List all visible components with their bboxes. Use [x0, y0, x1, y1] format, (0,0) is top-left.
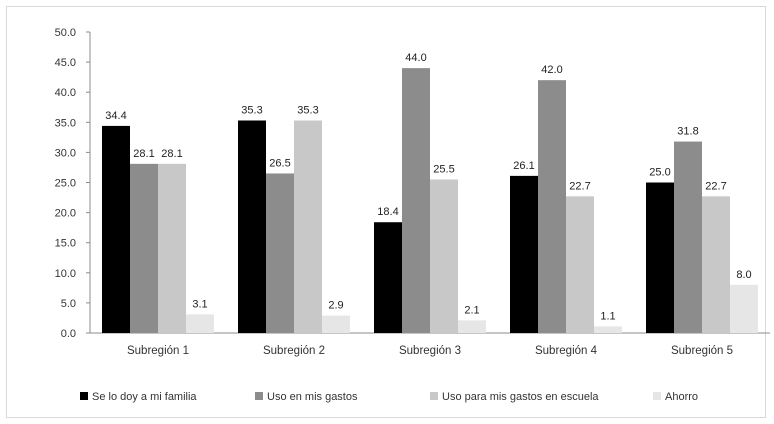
bar	[186, 314, 214, 333]
y-tick-label: 5.0	[61, 298, 76, 310]
data-label: 26.1	[513, 160, 534, 172]
bar	[130, 163, 158, 333]
bar	[294, 120, 322, 333]
bar	[430, 179, 458, 333]
legend-label: Uso en mis gastos	[267, 391, 358, 403]
y-tick-label: 30.0	[55, 147, 76, 159]
bar	[538, 80, 566, 333]
x-tick-label: Subregión 3	[399, 345, 461, 357]
chart-frame	[6, 6, 766, 418]
y-tick-label: 45.0	[55, 57, 76, 69]
data-label: 25.5	[433, 163, 454, 175]
bar	[510, 175, 538, 333]
legend-swatch	[80, 392, 88, 400]
bar	[566, 196, 594, 333]
chart-axes: 0.0 5.0 10.0 15.0 20.0 25.0 30.0 35.0 40.0 45.0 50…	[55, 27, 770, 357]
data-label: 22.7	[705, 180, 726, 192]
bar	[594, 326, 622, 333]
data-label: 34.4	[105, 110, 126, 122]
legend-label: Uso para mis gastos en escuela	[442, 391, 599, 403]
bar	[674, 141, 702, 333]
data-label: 2.1	[464, 304, 479, 316]
y-tick-label: 50.0	[55, 27, 76, 39]
y-tick-label: 10.0	[55, 268, 76, 280]
y-tick-label: 25.0	[55, 178, 76, 190]
data-label: 44.0	[405, 52, 426, 64]
bar	[402, 68, 430, 334]
legend-swatch	[653, 392, 661, 400]
bar	[730, 284, 758, 333]
data-label: 3.1	[192, 298, 207, 310]
y-tick-label: 20.0	[55, 208, 76, 220]
x-tick-label: Subregión 5	[671, 345, 733, 357]
bar	[158, 163, 186, 333]
data-label: 28.1	[161, 148, 182, 160]
data-label: 35.3	[241, 104, 262, 116]
y-tick-label: 15.0	[55, 238, 76, 250]
bar	[646, 182, 674, 333]
chart-bars	[102, 68, 758, 334]
y-tick-label: 40.0	[55, 87, 76, 99]
data-label: 42.0	[541, 64, 562, 76]
bar	[458, 320, 486, 333]
x-tick-label: Subregión 2	[263, 345, 325, 357]
y-tick-label: 0.0	[61, 328, 76, 340]
legend-swatch	[430, 392, 438, 400]
bar	[266, 173, 294, 333]
bar	[374, 222, 402, 333]
data-label: 35.3	[297, 104, 318, 116]
data-label: 25.0	[649, 167, 670, 179]
bar	[702, 196, 730, 333]
bar	[102, 125, 130, 333]
bar	[238, 120, 266, 333]
x-tick-label: Subregión 4	[535, 345, 598, 357]
chart-legend: Se lo doy a mi familia Uso en mis gastos U…	[80, 391, 698, 403]
legend-swatch	[255, 392, 263, 400]
chart-data-labels: 34.4 28.1 28.1 3.1 35.3 26.5 35.3 2.9 18.4 44.0 25…	[105, 52, 751, 322]
data-label: 31.8	[677, 126, 698, 138]
y-tick-label: 35.0	[55, 117, 76, 129]
data-label: 22.7	[569, 180, 590, 192]
bar	[322, 315, 350, 333]
x-tick-label: Subregión 1	[127, 345, 189, 357]
legend-label: Se lo doy a mi familia	[92, 391, 197, 403]
legend-label: Ahorro	[665, 391, 698, 403]
data-label: 18.4	[377, 206, 398, 218]
data-label: 26.5	[269, 157, 290, 169]
data-label: 28.1	[133, 148, 154, 160]
data-label: 8.0	[736, 269, 751, 281]
data-label: 2.9	[328, 300, 343, 312]
data-label: 1.1	[600, 310, 615, 322]
